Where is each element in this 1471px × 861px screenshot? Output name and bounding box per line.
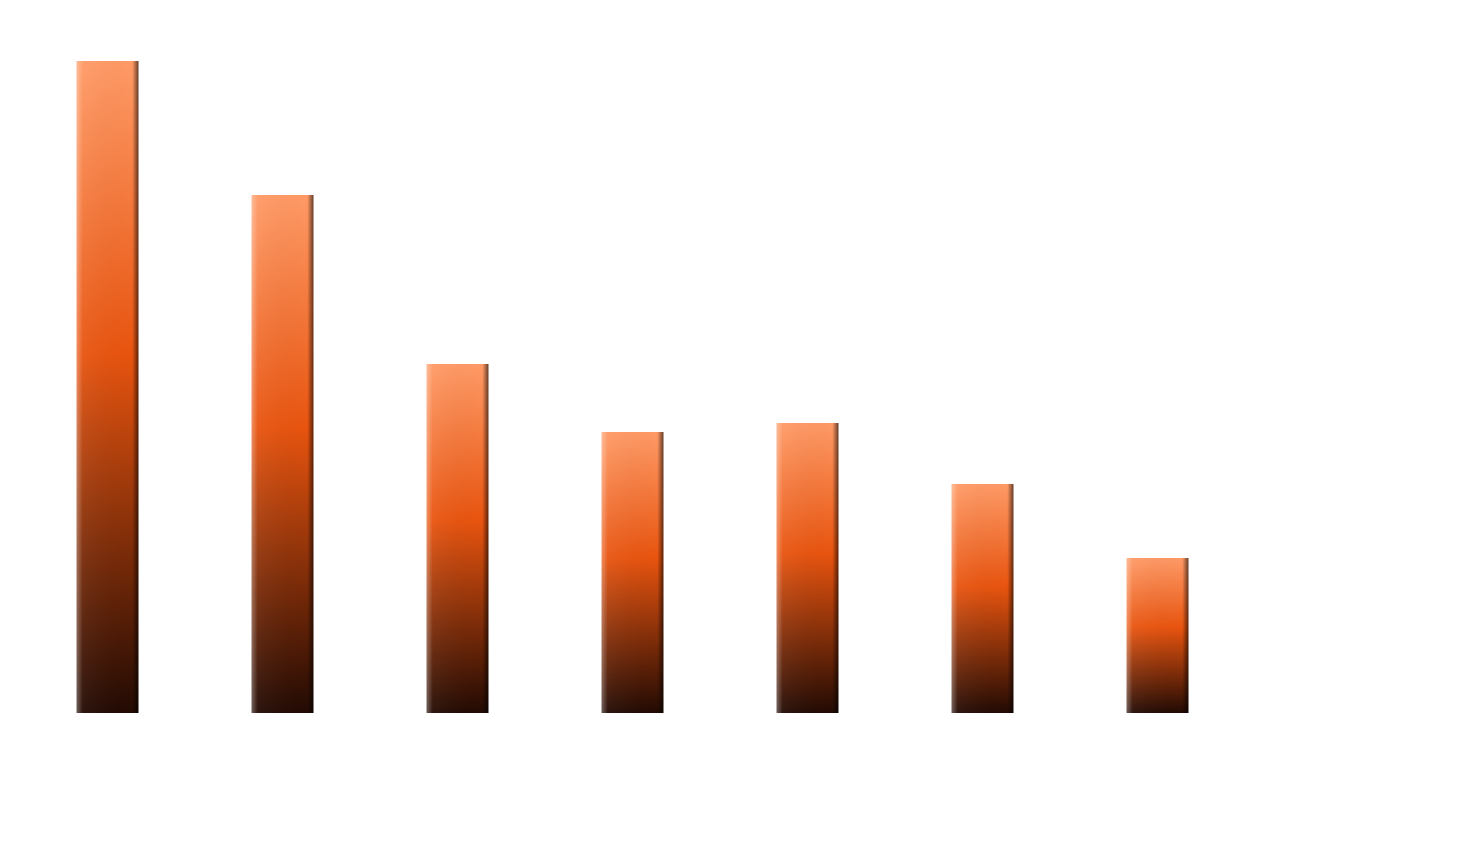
bar [601, 432, 664, 713]
bar-fill [1126, 558, 1189, 713]
bar-fill [951, 484, 1014, 713]
bar [951, 484, 1014, 713]
bar [426, 364, 489, 713]
bar [76, 61, 139, 713]
bar-fill [601, 432, 664, 713]
bar [1126, 558, 1189, 713]
bar-fill [776, 423, 839, 713]
bar-fill [426, 364, 489, 713]
bar [776, 423, 839, 713]
bar [251, 195, 314, 713]
bar-fill [76, 61, 139, 713]
bar-fill [251, 195, 314, 713]
